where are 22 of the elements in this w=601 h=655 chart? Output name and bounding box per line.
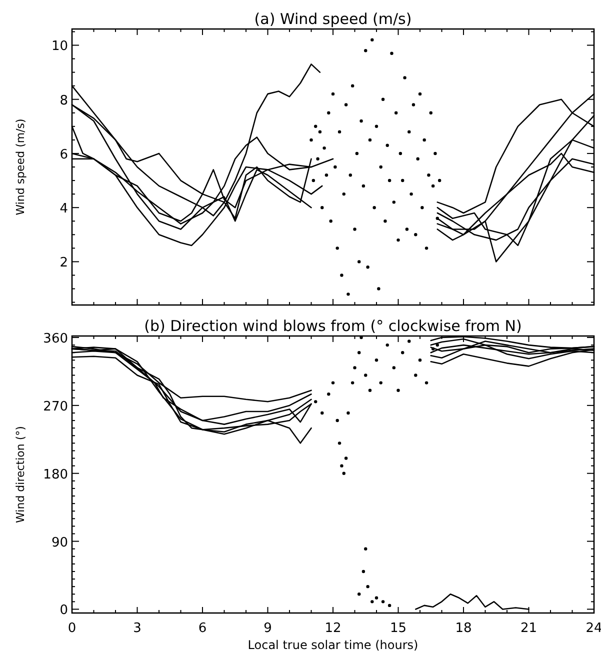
x-tick-label: 6	[198, 621, 207, 636]
y-tick-label: 270	[43, 399, 68, 414]
y-tick-label: 8	[60, 93, 68, 108]
chart-title: (a) Wind speed (m/s)	[254, 10, 412, 28]
x-tick-label: 9	[264, 621, 272, 636]
x-tick-label: 12	[324, 621, 342, 636]
x-tick-label: 21	[520, 621, 538, 636]
y-tick-label: 10	[51, 39, 68, 54]
y-tick-label: 2	[60, 256, 68, 271]
y-tick-label: 360	[43, 332, 68, 347]
x-axis-title: Local true solar time (hours)	[248, 638, 418, 652]
y-axis-title: Wind speed (m/s)	[14, 118, 27, 216]
x-tick-label: 15	[390, 621, 407, 636]
y-axis-title: Wind direction (°)	[14, 426, 27, 523]
y-tick-label: 90	[51, 535, 68, 550]
y-tick-label: 0	[60, 603, 68, 618]
y-tick-label: 4	[60, 202, 68, 217]
chart-title: (b) Direction wind blows from (° clockwise from N)	[144, 317, 522, 335]
y-tick-label: 180	[43, 467, 68, 482]
x-tick-label: 3	[133, 621, 142, 636]
y-tick-label: 6	[60, 147, 68, 162]
x-tick-label: 18	[455, 621, 472, 636]
